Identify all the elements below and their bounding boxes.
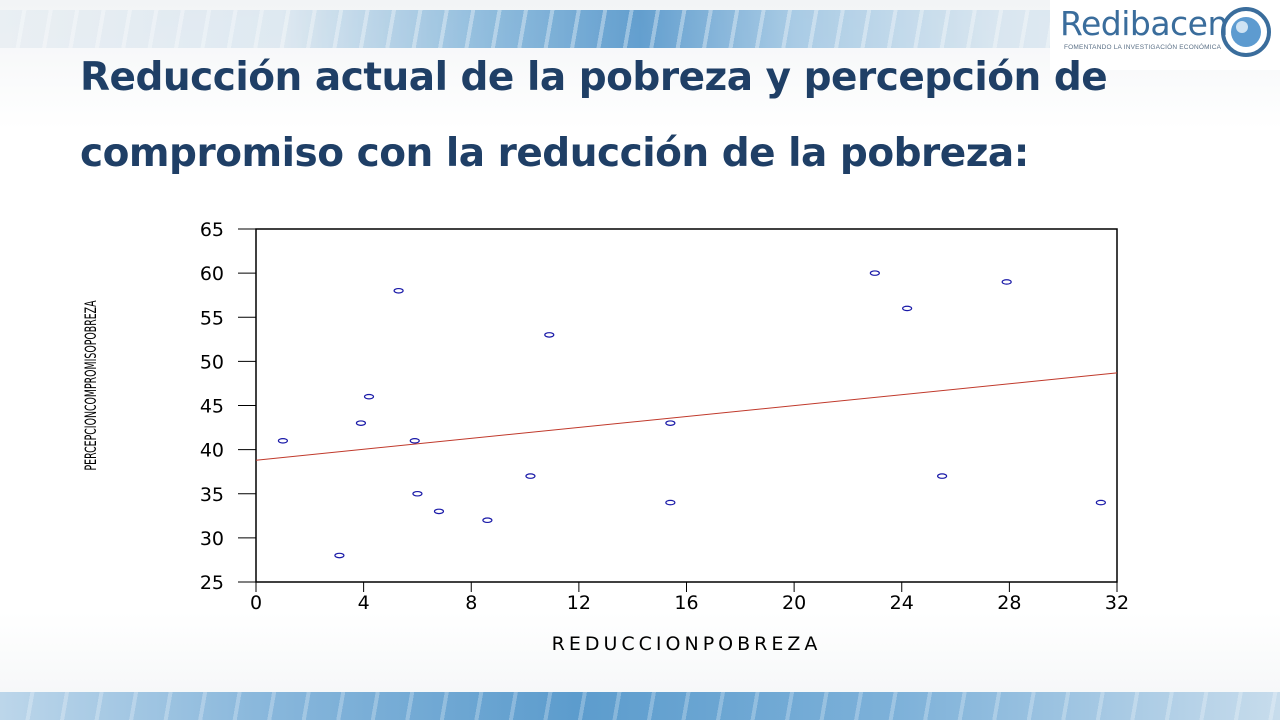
scatter-chart: 25 30 35 40 45 50 55 60 65 0 4 8 12 16 20 24 28 32 REDUCCI…: [81, 219, 1129, 655]
data-point: [482, 517, 493, 524]
y-tick-label: 35: [200, 484, 224, 506]
data-point: [665, 499, 676, 506]
x-tick-label: 24: [890, 592, 914, 614]
x-tick-label: 16: [674, 592, 698, 614]
y-tick-label: 60: [200, 263, 224, 285]
data-point: [869, 270, 880, 276]
brand-name: Redibacen: [1060, 4, 1228, 43]
data-point: [334, 552, 345, 559]
x-tick-label: 0: [250, 592, 262, 614]
data-point: [409, 438, 420, 444]
y-tick-label: 40: [200, 440, 224, 462]
bottom-banner: [0, 692, 1280, 720]
x-tick-label: 20: [782, 592, 806, 614]
plot-frame: [255, 228, 1118, 583]
y-tick-label: 25: [200, 572, 224, 594]
x-tick-label: 8: [465, 592, 477, 614]
brand-tagline: FOMENTANDO LA INVESTIGACIÓN ECONÓMICA: [1064, 44, 1222, 51]
data-point: [1001, 279, 1012, 285]
slide-title: Reducción actual de la pobreza y percepc…: [80, 55, 1108, 176]
data-point: [433, 508, 445, 515]
x-tick-label: 4: [358, 592, 370, 614]
data-point: [937, 473, 948, 479]
x-tick-label: 32: [1105, 592, 1129, 614]
globe-icon: [1221, 7, 1271, 57]
y-tick-label: 30: [200, 528, 224, 550]
x-tick-label: 28: [997, 592, 1021, 614]
y-tick-label: 55: [200, 307, 224, 329]
trend-line: [255, 372, 1118, 461]
y-axis-label: PERCEPCIONCOMPROMISOPOBREZA: [81, 300, 100, 470]
y-tick-label: 50: [200, 351, 224, 373]
data-point: [393, 287, 404, 294]
data-point: [277, 438, 289, 444]
banner-stripes-bottom: [0, 692, 1280, 720]
x-axis-label: REDUCCIONPOBREZA: [552, 633, 822, 655]
data-point: [665, 420, 676, 426]
data-point: [363, 393, 375, 400]
data-point: [544, 332, 555, 338]
brand-logo: Redibacen FOMENTANDO LA INVESTIGACIÓN EC…: [1050, 0, 1280, 70]
data-point: [412, 490, 423, 497]
y-tick-label: 65: [200, 219, 224, 241]
x-tick-label: 12: [567, 592, 591, 614]
data-point: [902, 305, 913, 312]
data-point: [1095, 499, 1106, 506]
data-point: [525, 473, 536, 479]
data-point: [355, 420, 367, 426]
y-tick-label: 45: [200, 396, 224, 418]
